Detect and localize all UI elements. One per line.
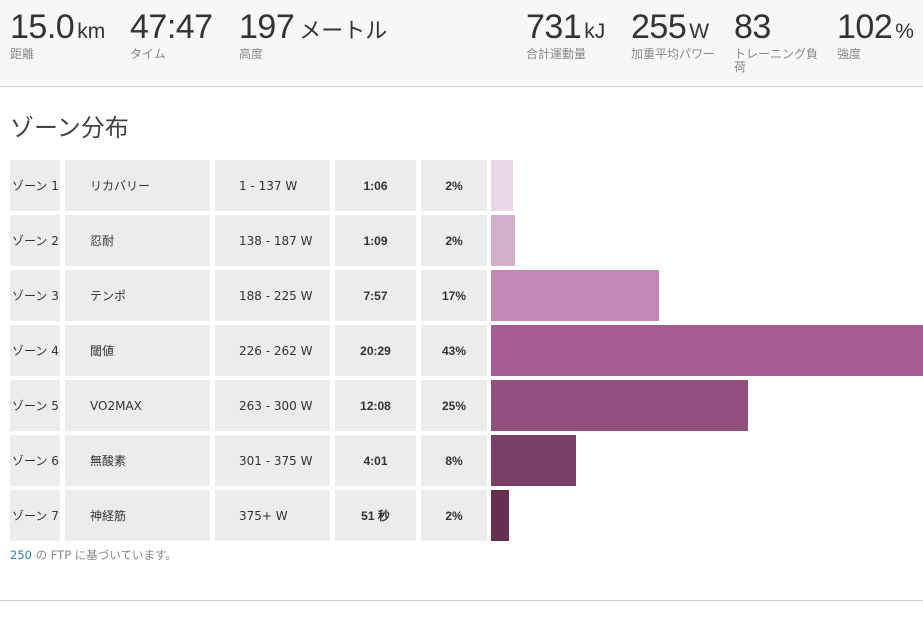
stat-power-value: 255 bbox=[631, 8, 687, 46]
zone-percent: 17% bbox=[421, 270, 487, 321]
zone-number: ゾーン 1 bbox=[10, 160, 60, 211]
stat-energy-label: 合計運動量 bbox=[526, 47, 587, 61]
zone-power-range: 301 - 375 W bbox=[215, 435, 330, 486]
zone-power-range: 138 - 187 W bbox=[215, 215, 330, 266]
zone-number: ゾーン 2 bbox=[10, 215, 60, 266]
ftp-value-link[interactable]: 250 bbox=[10, 548, 32, 562]
zone-time: 51 秒 bbox=[335, 490, 416, 541]
zone-time: 4:01 bbox=[335, 435, 416, 486]
stat-elevation-value: 197 bbox=[239, 8, 295, 46]
ftp-note: 250 の FTP に基づいています。 bbox=[10, 547, 177, 563]
zone-name: 閾値 bbox=[65, 325, 210, 376]
stat-training-load-value: 83 bbox=[734, 8, 771, 46]
zone-name: リカバリー bbox=[65, 160, 210, 211]
stat-time-label: タイム bbox=[130, 47, 166, 61]
zone-time: 1:06 bbox=[335, 160, 416, 211]
zone-time: 20:29 bbox=[335, 325, 416, 376]
zone-name: VO2MAX bbox=[65, 380, 210, 431]
stat-elevation-unit: メートル bbox=[299, 19, 388, 44]
zone-power-range: 263 - 300 W bbox=[215, 380, 330, 431]
zone-power-range: 226 - 262 W bbox=[215, 325, 330, 376]
zone-percent: 8% bbox=[421, 435, 487, 486]
zone-number: ゾーン 4 bbox=[10, 325, 60, 376]
stat-intensity-label: 強度 bbox=[837, 47, 862, 61]
zone-name: 神経筋 bbox=[65, 490, 210, 541]
zone-power-range: 188 - 225 W bbox=[215, 270, 330, 321]
stat-elevation: 197 メートル 高度 bbox=[239, 10, 387, 61]
zone-time: 1:09 bbox=[335, 215, 416, 266]
stat-time: 47:47 タイム bbox=[130, 10, 213, 61]
stat-distance-unit: km bbox=[77, 20, 106, 43]
stat-energy-value: 731 bbox=[526, 8, 582, 46]
stat-distance-label: 距離 bbox=[10, 47, 35, 61]
stat-intensity-unit: % bbox=[895, 20, 914, 43]
zone-bar bbox=[491, 270, 659, 321]
stat-elevation-label: 高度 bbox=[239, 47, 264, 61]
stats-bar: 15.0 km 距離 47:47 タイム 197 メートル 高度 731 kJ … bbox=[0, 0, 923, 87]
stat-distance-value: 15.0 bbox=[10, 8, 75, 46]
stat-energy-unit: kJ bbox=[584, 20, 606, 43]
zone-bar bbox=[491, 490, 509, 541]
zone-bar bbox=[491, 160, 513, 211]
zone-power-range: 1 - 137 W bbox=[215, 160, 330, 211]
zone-name: 忍耐 bbox=[65, 215, 210, 266]
zone-bar-track bbox=[491, 380, 923, 431]
zone-name: テンポ bbox=[65, 270, 210, 321]
zone-bar bbox=[491, 435, 576, 486]
stat-intensity: 102 % 強度 bbox=[837, 10, 914, 61]
stat-power-label: 加重平均パワー bbox=[631, 47, 716, 61]
zone-time: 12:08 bbox=[335, 380, 416, 431]
zone-bar-track bbox=[491, 270, 923, 321]
section-title: ゾーン分布 bbox=[10, 114, 129, 142]
zone-bar bbox=[491, 380, 748, 431]
ftp-note-text: の FTP に基づいています。 bbox=[31, 548, 177, 562]
zone-percent: 2% bbox=[421, 490, 487, 541]
zone-bar-track bbox=[491, 325, 923, 376]
zone-number: ゾーン 6 bbox=[10, 435, 60, 486]
zone-bar-track bbox=[491, 160, 923, 211]
zone-number: ゾーン 7 bbox=[10, 490, 60, 541]
stat-power-unit: W bbox=[689, 20, 710, 43]
stat-energy: 731 kJ 合計運動量 bbox=[526, 10, 605, 61]
bottom-divider bbox=[0, 600, 923, 601]
zone-bar bbox=[491, 325, 923, 376]
zone-power-range: 375+ W bbox=[215, 490, 330, 541]
zone-percent: 43% bbox=[421, 325, 487, 376]
zone-bar bbox=[491, 215, 515, 266]
zone-number: ゾーン 5 bbox=[10, 380, 60, 431]
zone-bar-track bbox=[491, 490, 923, 541]
stat-time-value: 47:47 bbox=[130, 8, 213, 46]
zone-percent: 25% bbox=[421, 380, 487, 431]
zone-bar-track bbox=[491, 435, 923, 486]
zone-number: ゾーン 3 bbox=[10, 270, 60, 321]
zone-bar-track bbox=[491, 215, 923, 266]
zone-time: 7:57 bbox=[335, 270, 416, 321]
stat-power: 255 W 加重平均パワー bbox=[631, 10, 715, 61]
stat-training-load-label: トレーニング負荷 bbox=[734, 47, 819, 74]
zone-percent: 2% bbox=[421, 215, 487, 266]
stat-intensity-value: 102 bbox=[837, 8, 893, 46]
zone-percent: 2% bbox=[421, 160, 487, 211]
stat-training-load: 83 トレーニング負荷 bbox=[734, 10, 818, 74]
zone-name: 無酸素 bbox=[65, 435, 210, 486]
stat-distance: 15.0 km 距離 bbox=[10, 10, 105, 61]
